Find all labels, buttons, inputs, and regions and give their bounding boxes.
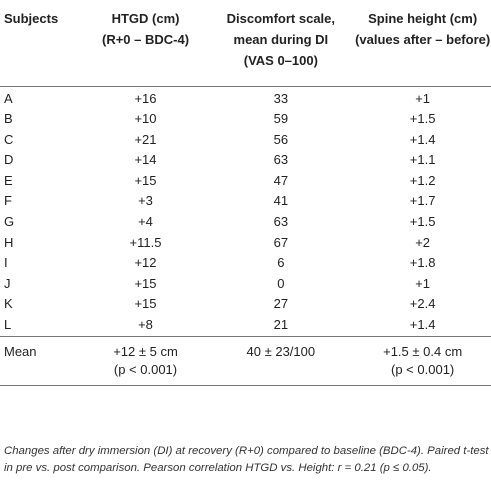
table-row: E +15 47 +1.2 bbox=[0, 171, 491, 192]
data-table: Subjects HTGD (cm) (R+0 – BDC-4) Discomf… bbox=[0, 4, 491, 386]
table-row: C +21 56 +1.4 bbox=[0, 130, 491, 151]
cell-subject: K bbox=[4, 296, 13, 312]
cell-spine-height: +1.2 bbox=[409, 172, 436, 188]
header-discomfort: Discomfort scale, mean during DI (VAS 0–… bbox=[207, 4, 355, 87]
cell-subject: J bbox=[4, 275, 11, 291]
table-row: I +12 6 +1.8 bbox=[0, 253, 491, 274]
cell-spine-height: +2 bbox=[415, 234, 431, 250]
cell-discomfort: 33 bbox=[273, 90, 289, 106]
cell-discomfort: 59 bbox=[273, 111, 289, 127]
mean-row: Mean +12 ± 5 cm (p < 0.001) 40 ± 23/100 … bbox=[0, 335, 491, 386]
table-row: G +4 63 +1.5 bbox=[0, 212, 491, 233]
cell-htgd: +14 bbox=[134, 152, 157, 168]
cell-htgd: +4 bbox=[138, 214, 153, 230]
cell-spine-height: +1.5 bbox=[409, 111, 436, 127]
cell-subject: C bbox=[4, 131, 14, 147]
table-row: B +10 59 +1.5 bbox=[0, 109, 491, 130]
header-spine-height: Spine height (cm) (values after – before… bbox=[354, 4, 491, 87]
cell-subject: I bbox=[4, 255, 8, 271]
header-line: mean during DI bbox=[233, 32, 329, 47]
mean-htgd-p: (p < 0.001) bbox=[113, 361, 178, 377]
cell-subject: B bbox=[4, 111, 13, 127]
cell-discomfort: 56 bbox=[273, 131, 289, 147]
mean-discomfort: 40 ± 23/100 bbox=[207, 335, 355, 386]
table-row: L +8 21 +1.4 bbox=[0, 315, 491, 336]
cell-spine-height: +1.8 bbox=[409, 255, 436, 271]
mean-htgd-cell: +12 ± 5 cm (p < 0.001) bbox=[83, 335, 208, 386]
cell-htgd: +15 bbox=[134, 275, 157, 291]
cell-spine-height: +1.4 bbox=[409, 317, 436, 333]
table-footnote: Changes after dry immersion (DI) at reco… bbox=[4, 445, 489, 474]
header-line: Spine height (cm) bbox=[368, 11, 478, 26]
cell-subject: H bbox=[4, 234, 14, 250]
cell-htgd: +10 bbox=[134, 111, 157, 127]
mean-spine-cell: +1.5 ± 0.4 cm (p < 0.001) bbox=[354, 335, 491, 386]
cell-discomfort: 0 bbox=[277, 275, 285, 291]
cell-subject: F bbox=[4, 193, 12, 209]
header-line: (values after – before) bbox=[355, 32, 491, 47]
cell-htgd: +8 bbox=[138, 317, 153, 333]
mean-label: Mean bbox=[0, 335, 84, 386]
cell-discomfort: 21 bbox=[273, 317, 289, 333]
cell-htgd: +11.5 bbox=[129, 234, 162, 250]
cell-subject: G bbox=[4, 214, 15, 230]
cell-subject: A bbox=[4, 90, 13, 106]
mean-spine: +1.5 ± 0.4 cm bbox=[383, 343, 463, 359]
table-row: K +15 27 +2.4 bbox=[0, 294, 491, 315]
cell-htgd: +3 bbox=[138, 193, 153, 209]
cell-discomfort: 63 bbox=[273, 152, 289, 168]
table-row: J +15 0 +1 bbox=[0, 274, 491, 295]
cell-spine-height: +2.4 bbox=[409, 296, 436, 312]
cell-htgd: +16 bbox=[134, 90, 157, 106]
table-row: D +14 63 +1.1 bbox=[0, 150, 491, 171]
cell-discomfort: 6 bbox=[277, 255, 285, 271]
header-line: HTGD (cm) bbox=[111, 11, 180, 26]
cell-discomfort: 47 bbox=[273, 172, 289, 188]
header-line: Subjects bbox=[4, 11, 59, 26]
cell-spine-height: +1.5 bbox=[409, 214, 436, 230]
table-row: F +3 41 +1.7 bbox=[0, 191, 491, 212]
table-row: H +11.5 67 +2 bbox=[0, 233, 491, 254]
cell-spine-height: +1.1 bbox=[409, 152, 436, 168]
cell-discomfort: 67 bbox=[273, 234, 289, 250]
cell-htgd: +21 bbox=[134, 131, 157, 147]
cell-spine-height: +1 bbox=[415, 275, 431, 291]
header-htgd: HTGD (cm) (R+0 – BDC-4) bbox=[83, 4, 208, 87]
header-line: Discomfort scale, bbox=[226, 11, 336, 26]
header-line: (VAS 0–100) bbox=[243, 53, 318, 68]
header-subjects: Subjects bbox=[0, 4, 84, 87]
cell-htgd: +15 bbox=[134, 296, 157, 312]
cell-spine-height: +1.4 bbox=[409, 131, 436, 147]
cell-spine-height: +1.7 bbox=[409, 193, 436, 209]
cell-discomfort: 27 bbox=[273, 296, 289, 312]
cell-discomfort: 41 bbox=[273, 193, 289, 209]
cell-subject: D bbox=[4, 152, 14, 168]
mean-htgd: +12 ± 5 cm bbox=[113, 343, 178, 359]
cell-subject: L bbox=[4, 317, 12, 333]
cell-discomfort: 63 bbox=[273, 214, 289, 230]
cell-htgd: +15 bbox=[134, 172, 157, 188]
header-row: Subjects HTGD (cm) (R+0 – BDC-4) Discomf… bbox=[0, 4, 491, 87]
table-row: A +16 33 +1 bbox=[0, 86, 491, 109]
cell-spine-height: +1 bbox=[415, 90, 431, 106]
mean-spine-p: (p < 0.001) bbox=[391, 361, 455, 377]
cell-subject: E bbox=[4, 172, 13, 188]
cell-htgd: +12 bbox=[134, 255, 157, 271]
header-line: (R+0 – BDC-4) bbox=[101, 32, 190, 47]
